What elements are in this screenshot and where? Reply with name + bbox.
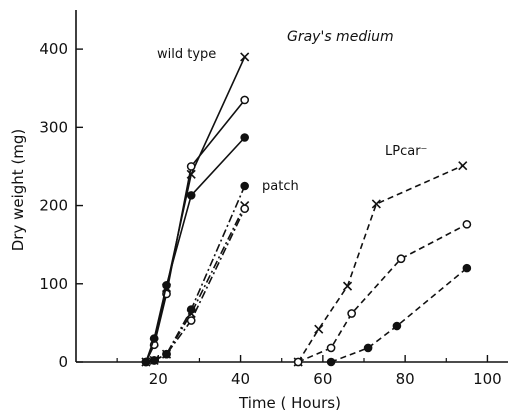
data-point-open-circle bbox=[240, 95, 250, 105]
x-tick-label: 60 bbox=[313, 370, 332, 388]
y-tick-label: 100 bbox=[39, 275, 68, 293]
x-axis-label: Time ( Hours) bbox=[238, 394, 341, 412]
series-group-patch bbox=[149, 181, 250, 366]
data-point-open-circle bbox=[326, 343, 336, 353]
data-point-filled-circle bbox=[240, 133, 249, 142]
data-point-filled-circle bbox=[326, 357, 336, 367]
y-tick-label: 400 bbox=[39, 40, 68, 58]
data-point-open-circle bbox=[347, 309, 357, 318]
series-line-circle-open bbox=[297, 223, 468, 363]
annotation-patch: patch bbox=[262, 179, 299, 194]
data-point-open-circle bbox=[240, 204, 250, 214]
y-tick-label: 0 bbox=[58, 353, 68, 371]
data-point-filled-circle bbox=[462, 263, 472, 273]
series-line-circle-open bbox=[145, 99, 246, 363]
data-point-filled-circle bbox=[162, 349, 171, 359]
series-line-circle-filled bbox=[330, 267, 468, 363]
x-tick-label: 100 bbox=[473, 370, 502, 388]
y-axis-label: Dry weight (mg) bbox=[9, 129, 27, 252]
data-point-open-circle bbox=[186, 162, 196, 171]
chart-labels: Gray's medium Dry weight (mg) Time ( Hou… bbox=[9, 29, 427, 412]
data-point-x bbox=[371, 199, 381, 209]
data-point-x bbox=[342, 281, 353, 291]
data-point-filled-circle bbox=[149, 334, 159, 343]
data-point-open-circle bbox=[186, 316, 196, 325]
x-tick-label: 80 bbox=[396, 370, 415, 388]
data-point-filled-circle bbox=[392, 321, 402, 331]
data-point-filled-circle bbox=[162, 281, 171, 290]
data-point-x bbox=[458, 161, 468, 171]
y-tick-label: 200 bbox=[39, 197, 68, 215]
series-group-lpcar bbox=[293, 161, 472, 367]
x-tick-label: 20 bbox=[149, 370, 168, 388]
data-point-filled-circle bbox=[149, 356, 159, 365]
data-point-x bbox=[314, 324, 324, 334]
annotation-wild-type: wild type bbox=[157, 47, 216, 62]
data-point-open-circle bbox=[462, 219, 472, 229]
data-point-open-circle bbox=[293, 357, 303, 367]
series-line-circle-filled bbox=[153, 185, 246, 362]
data-point-filled-circle bbox=[240, 181, 249, 191]
data-point-filled-circle bbox=[186, 191, 196, 200]
annotation-lpcar: LPcar⁻ bbox=[385, 144, 427, 159]
chart-marks bbox=[141, 52, 472, 367]
chart-title: Gray's medium bbox=[287, 29, 394, 45]
y-tick-label: 300 bbox=[39, 118, 68, 136]
data-point-open-circle bbox=[396, 254, 406, 264]
data-point-x bbox=[240, 52, 250, 62]
data-point-filled-circle bbox=[363, 343, 373, 353]
axes: 20 40 60 80 100 0 100 200 300 400 bbox=[39, 10, 508, 388]
x-tick-label: 40 bbox=[231, 370, 250, 388]
data-point-filled-circle bbox=[186, 305, 196, 314]
series-group-wild-type bbox=[141, 52, 250, 367]
data-point-filled-circle bbox=[141, 357, 151, 367]
